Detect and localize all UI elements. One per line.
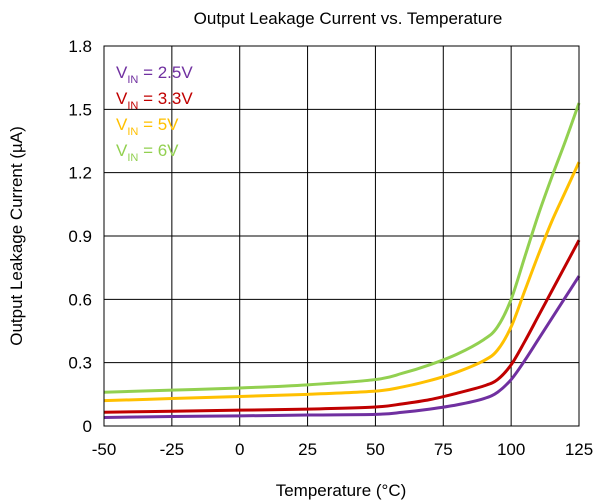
y-tick-label: 0.6 — [68, 290, 92, 309]
x-tick-label: 50 — [366, 440, 385, 459]
series-line — [104, 162, 579, 401]
chart-title: Output Leakage Current vs. Temperature — [194, 9, 503, 28]
x-axis-label: Temperature (°C) — [276, 481, 407, 500]
y-tick-label: 0 — [83, 417, 92, 436]
legend-entry: VIN = 3.3V — [116, 89, 193, 112]
x-tick-label: 25 — [298, 440, 317, 459]
y-tick-label: 1.8 — [68, 37, 92, 56]
y-tick-label: 0.3 — [68, 354, 92, 373]
legend-entry: VIN = 6V — [116, 141, 179, 164]
y-axis-label: Output Leakage Current (µA) — [7, 126, 26, 346]
series-line — [104, 276, 579, 417]
y-tick-label: 1.2 — [68, 164, 92, 183]
x-tick-label: 125 — [565, 440, 593, 459]
legend-entry: VIN = 5V — [116, 115, 179, 138]
x-tick-label: 75 — [434, 440, 453, 459]
series-line — [104, 240, 579, 412]
x-tick-label: 100 — [497, 440, 525, 459]
legend: VIN = 2.5V VIN = 3.3V VIN = 5V VIN = 6V — [116, 63, 193, 164]
x-tick-label: 0 — [235, 440, 244, 459]
x-tick-label: -50 — [92, 440, 117, 459]
y-tick-label: 1.5 — [68, 100, 92, 119]
y-tick-label: 0.9 — [68, 227, 92, 246]
legend-entry: VIN = 2.5V — [116, 63, 193, 86]
x-tick-label: -25 — [160, 440, 185, 459]
